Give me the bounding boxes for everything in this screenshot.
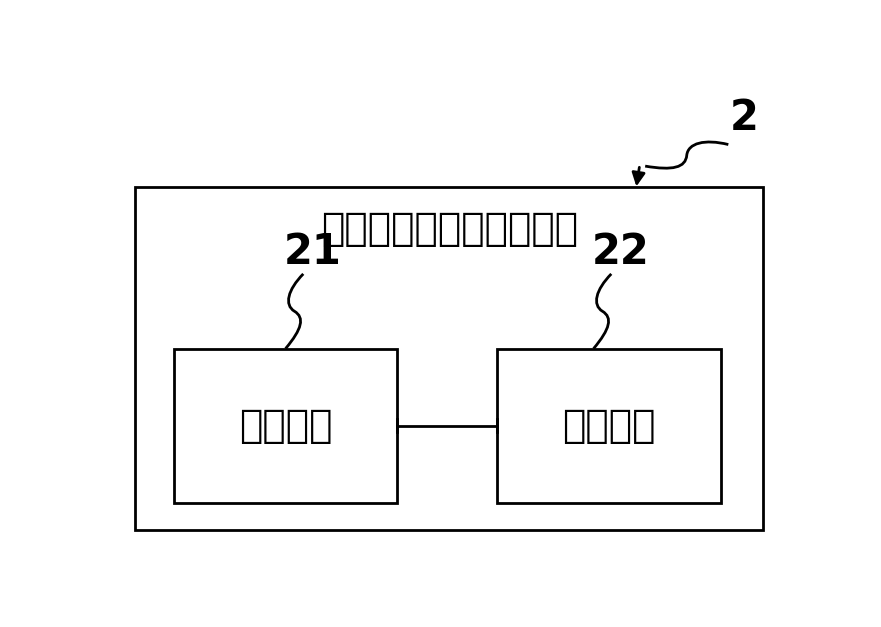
Bar — [136, 187, 763, 530]
Bar — [174, 349, 397, 503]
Text: 21: 21 — [284, 231, 342, 273]
Bar — [498, 349, 721, 503]
Text: 2: 2 — [729, 97, 759, 139]
Text: 处理单元: 处理单元 — [562, 406, 655, 445]
Text: 传感单元: 传感单元 — [239, 406, 332, 445]
Text: 移动终端的屏幕除雾装置: 移动终端的屏幕除雾装置 — [321, 210, 578, 248]
Text: 22: 22 — [592, 231, 649, 273]
